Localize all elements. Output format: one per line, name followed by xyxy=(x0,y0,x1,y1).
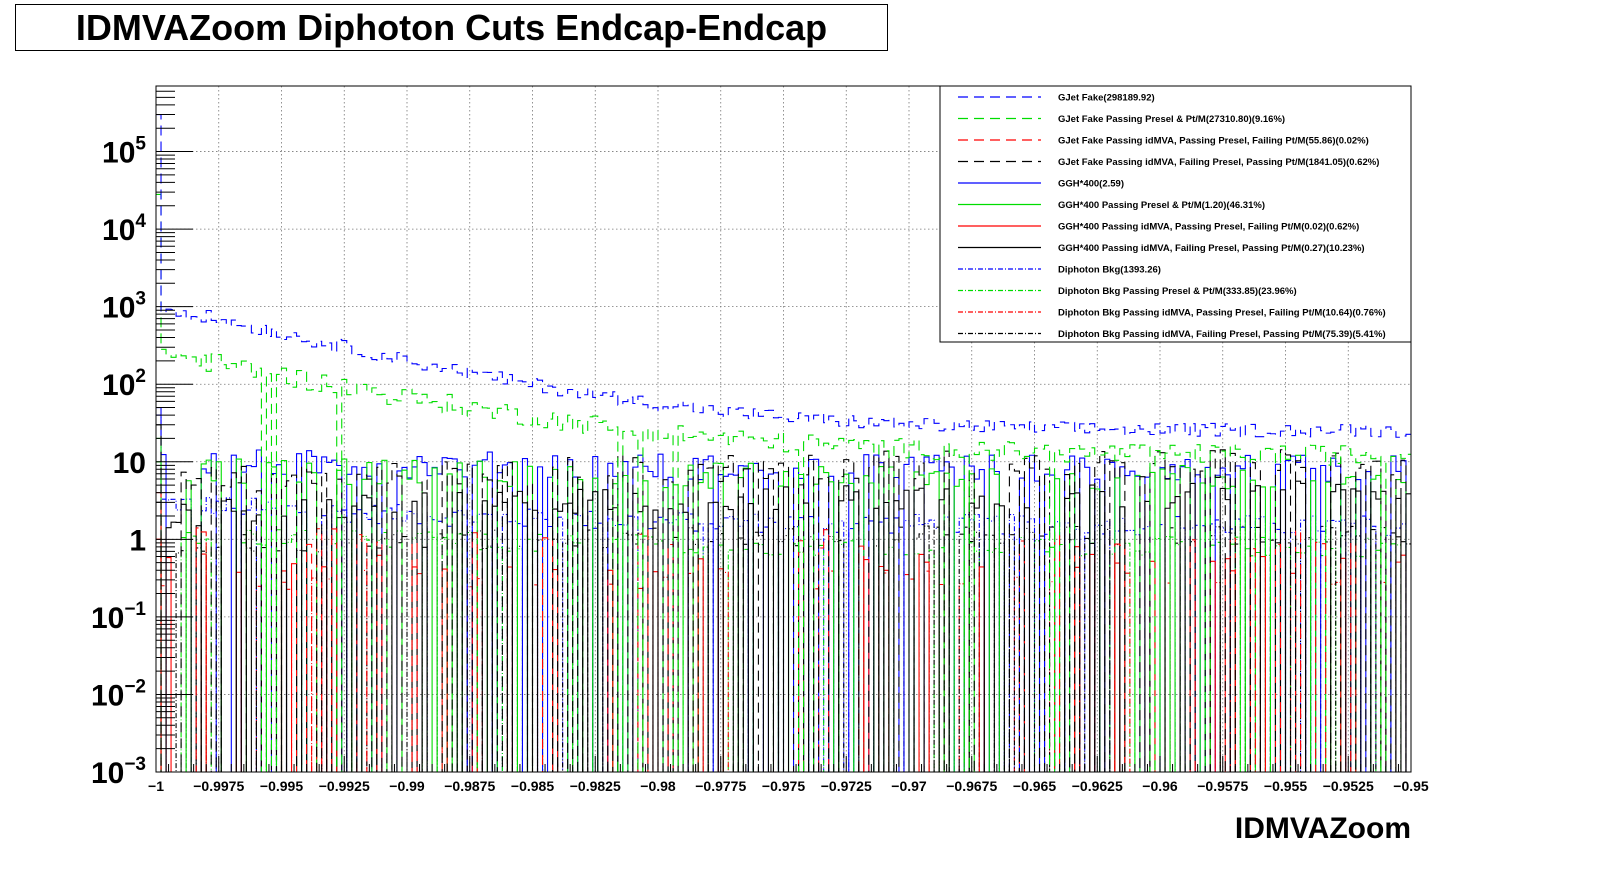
chart-title-box: IDMVAZoom Diphoton Cuts Endcap-Endcap xyxy=(15,4,888,51)
y-tick-label: 1 xyxy=(129,524,146,557)
series-line xyxy=(156,193,1411,772)
series-layer xyxy=(156,113,1411,772)
x-tick-label: −0.9575 xyxy=(1197,778,1248,794)
x-tick-label: −0.9825 xyxy=(570,778,621,794)
y-tick-label: 10 xyxy=(113,447,146,480)
y-tick-label: 10−3 xyxy=(91,754,146,790)
x-tick-label: −0.995 xyxy=(260,778,303,794)
legend: GJet Fake(298189.92) GJet Fake Passing Pr… xyxy=(939,85,1412,343)
x-tick-label: −0.9775 xyxy=(695,778,746,794)
y-tick-label: 104 xyxy=(102,211,146,247)
legend-box xyxy=(939,85,1412,343)
x-tick-label: −0.975 xyxy=(762,778,805,794)
x-tick-label: −0.985 xyxy=(511,778,554,794)
x-tick-label: −1 xyxy=(148,778,164,794)
legend-entry-label: GJet Fake(298189.92) xyxy=(1058,93,1155,104)
y-tick-label: 105 xyxy=(102,134,146,170)
legend-entry-label: GJet Fake Passing Presel & Pt/M(27310.80… xyxy=(1058,114,1285,125)
legend-entry-label: GGH*400 Passing idMVA, Passing Presel, F… xyxy=(1058,222,1359,233)
series-line xyxy=(156,414,1407,772)
x-tick-label: −0.9525 xyxy=(1323,778,1374,794)
x-tick-label: −0.9625 xyxy=(1072,778,1123,794)
legend-entry-label: GJet Fake Passing idMVA, Passing Presel,… xyxy=(1058,136,1369,147)
x-tick-label: −0.965 xyxy=(1013,778,1056,794)
x-tick-label: −0.9975 xyxy=(193,778,244,794)
legend-entry-label: Diphoton Bkg Passing Presel & Pt/M(333.8… xyxy=(1058,286,1297,297)
x-tick-label: −0.98 xyxy=(640,778,676,794)
series-line xyxy=(156,480,1411,772)
chart-title: IDMVAZoom Diphoton Cuts Endcap-Endcap xyxy=(75,7,828,48)
legend-entry-label: GJet Fake Passing idMVA, Failing Presel,… xyxy=(1058,157,1379,168)
x-tick-label: −0.9675 xyxy=(946,778,997,794)
series-line xyxy=(156,424,1407,772)
legend-entry-label: Diphoton Bkg(1393.26) xyxy=(1058,265,1161,276)
x-tick-label: −0.9725 xyxy=(821,778,872,794)
x-tick-label: −0.95 xyxy=(1393,778,1429,794)
x-tick-label: −0.9925 xyxy=(319,778,370,794)
y-tick-label: 103 xyxy=(102,289,146,325)
x-tick-label: −0.9875 xyxy=(444,778,495,794)
legend-entry-label: GGH*400 Passing Presel & Pt/M(1.20)(46.3… xyxy=(1058,200,1265,211)
y-tick-label: 102 xyxy=(102,366,146,402)
x-tick-label: −0.97 xyxy=(891,778,927,794)
legend-entry-label: GGH*400(2.59) xyxy=(1058,179,1124,190)
legend-entry-label: Diphoton Bkg Passing idMVA, Passing Pres… xyxy=(1058,308,1386,319)
y-tick-label: 10−1 xyxy=(91,599,146,635)
legend-entry-label: GGH*400 Passing idMVA, Failing Presel, P… xyxy=(1058,243,1365,254)
x-tick-label: −0.955 xyxy=(1264,778,1307,794)
x-axis-title: IDMVAZoom xyxy=(1235,812,1411,845)
x-tick-label: −0.96 xyxy=(1142,778,1178,794)
x-axis: −1 −0.9975 −0.995 −0.9925 −0.99 −0.9875 −0.985… xyxy=(148,756,1429,794)
legend-entry-label: Diphoton Bkg Passing idMVA, Failing Pres… xyxy=(1058,329,1386,340)
x-tick-label: −0.99 xyxy=(389,778,425,794)
y-tick-label: 10−2 xyxy=(91,676,146,712)
